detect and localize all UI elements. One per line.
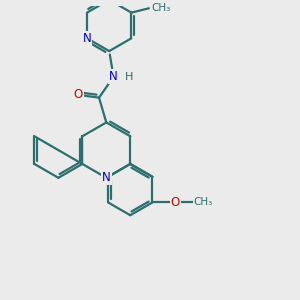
Text: H: H (124, 72, 133, 82)
Text: CH₃: CH₃ (194, 197, 213, 207)
Text: N: N (102, 171, 111, 184)
Text: N: N (82, 32, 91, 45)
Text: O: O (171, 196, 180, 209)
Text: O: O (74, 88, 83, 101)
Text: CH₃: CH₃ (151, 3, 170, 13)
Text: N: N (109, 70, 118, 83)
